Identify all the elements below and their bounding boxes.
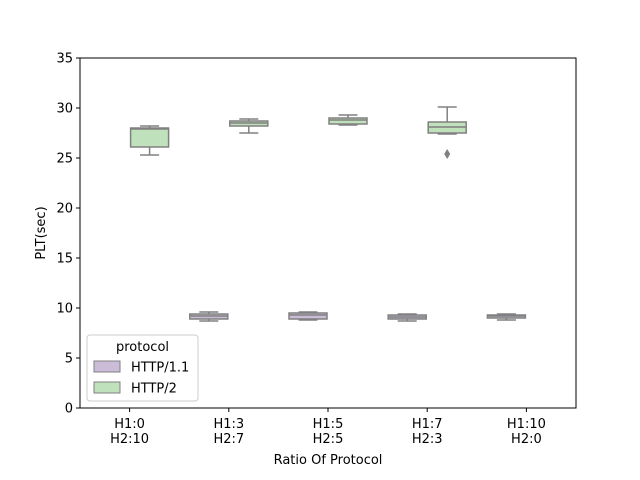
y-tick-label: 15 [56,252,73,267]
y-axis-label: PLT(sec) [34,206,49,259]
legend-label: HTTP/2 [131,382,177,397]
box-http11-1 [189,311,229,322]
box-http11-4 [486,313,527,321]
box-iqr [129,127,170,148]
x-axis-label: Ratio Of Protocol [274,453,383,468]
box-http2-0 [129,125,170,156]
legend-title: protocol [116,340,169,355]
box-http2-1 [229,118,269,134]
legend-label: HTTP/1.1 [131,361,189,376]
legend-swatch [93,360,121,373]
box-http2-3 [427,106,467,159]
box-http11-3 [387,313,427,322]
x-tick-label: H1:3 H2:7 [213,417,244,447]
box-series-layer [129,106,527,322]
x-tick-label: H1:7 H2:3 [412,417,443,447]
outlier-point [444,149,451,159]
y-tick-label: 35 [56,52,73,67]
box-http11-2 [288,311,328,321]
box-iqr [288,312,328,320]
legend-item: HTTP/2 [93,381,177,397]
legend-item: HTTP/1.1 [93,360,189,376]
y-axis: 0 5 10 15 20 25 30 35 [56,52,80,417]
y-tick-label: 5 [65,352,73,367]
y-tick-label: 20 [56,202,73,217]
x-axis: H1:0 H2:10 H1:3 H2:7 H1:5 H2:5 H1:7 H2:3 H1:10 H2… [110,408,546,447]
x-tick-label: H1:0 H2:10 [110,417,149,447]
y-tick-label: 10 [56,302,73,317]
box-iqr [328,117,368,125]
box-http2-2 [328,114,368,126]
y-tick-label: 30 [56,102,73,117]
legend: protocol HTTP/1.1 HTTP/2 [86,334,199,402]
x-tick-label: H1:5 H2:5 [313,417,344,447]
y-tick-label: 25 [56,152,73,167]
x-tick-label: H1:10 H2:0 [507,417,546,447]
y-tick-label: 0 [65,402,73,417]
legend-swatch [93,381,121,394]
